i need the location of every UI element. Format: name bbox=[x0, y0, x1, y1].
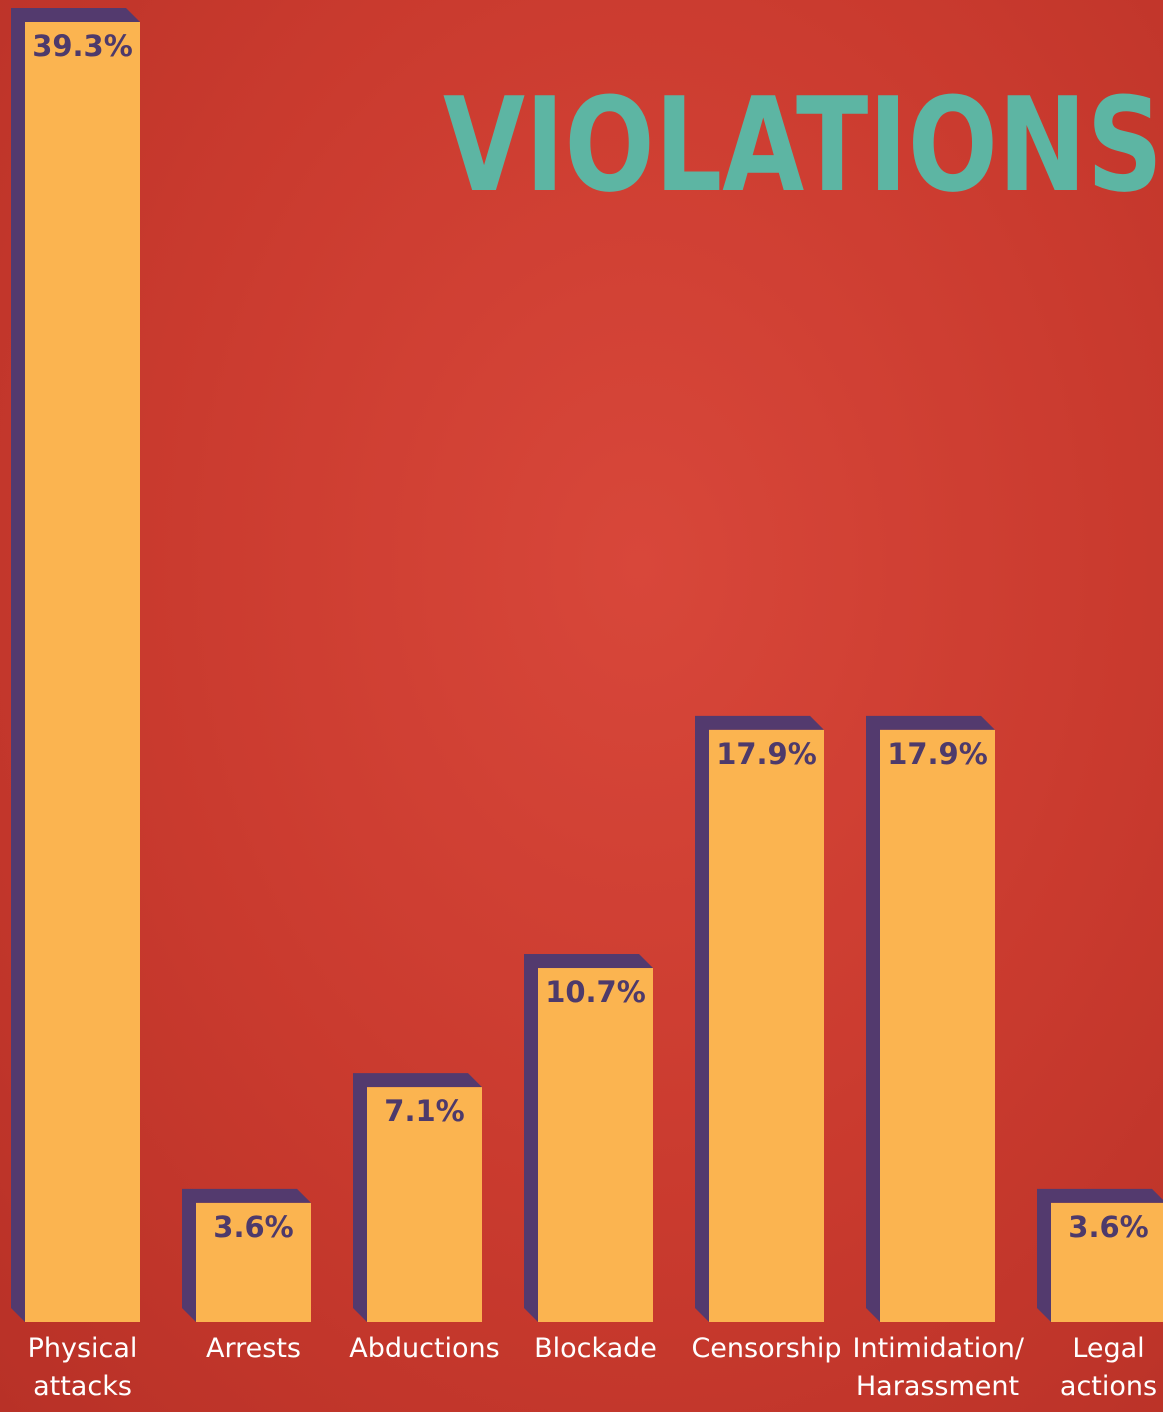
bar bbox=[25, 22, 140, 1322]
value-label: 17.9% bbox=[716, 737, 817, 771]
page: VIOLATIONS 39.3% 3.6% 7.1% 10.7% 17.9% 17.9% 3… bbox=[0, 0, 1163, 1412]
x-tick-label: Physical attacks bbox=[0, 1322, 168, 1406]
value-label: 7.1% bbox=[384, 1094, 464, 1128]
bar bbox=[709, 730, 824, 1322]
chart-title: VIOLATIONS bbox=[443, 69, 1163, 221]
x-tick-label: Arrests bbox=[169, 1322, 339, 1368]
bar bbox=[538, 968, 653, 1322]
value-label: 10.7% bbox=[545, 975, 646, 1009]
x-tick-label: Intimidation/ Harassment bbox=[853, 1322, 1023, 1406]
bar bbox=[880, 730, 995, 1322]
x-tick-label: Abductions bbox=[340, 1322, 510, 1368]
value-label: 39.3% bbox=[32, 29, 133, 63]
value-label: 3.6% bbox=[1068, 1210, 1148, 1244]
value-label: 3.6% bbox=[213, 1210, 293, 1244]
value-label: 17.9% bbox=[887, 737, 988, 771]
x-tick-label: Censorship bbox=[682, 1322, 852, 1368]
x-tick-label: Blockade bbox=[511, 1322, 681, 1368]
chart: VIOLATIONS 39.3% 3.6% 7.1% 10.7% 17.9% 17.9% 3… bbox=[0, 0, 1163, 1412]
x-tick-label: Legal actions bbox=[1024, 1322, 1163, 1406]
